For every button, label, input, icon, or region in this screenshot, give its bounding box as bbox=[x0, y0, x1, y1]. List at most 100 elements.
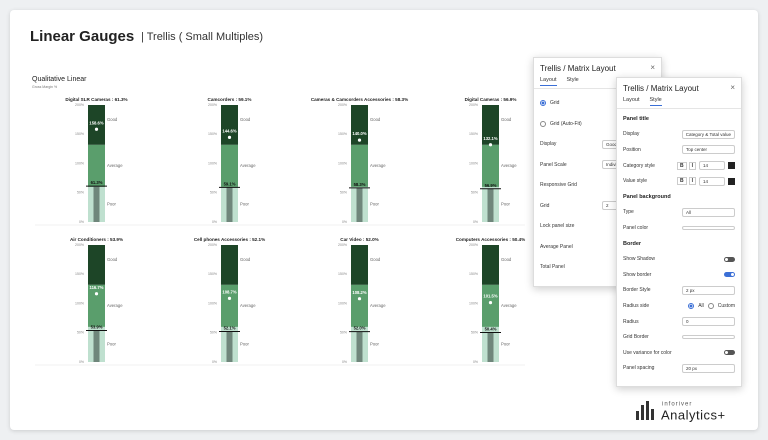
italic-button[interactable]: I bbox=[688, 177, 696, 186]
band bbox=[221, 284, 238, 327]
band bbox=[482, 284, 499, 327]
dropdown[interactable]: 0 bbox=[682, 317, 735, 327]
band-label: Good bbox=[240, 117, 251, 122]
marker bbox=[357, 297, 362, 301]
tick-label: 50% bbox=[471, 331, 478, 335]
gauge-title: Digital Cameras : 56.9% bbox=[465, 97, 517, 102]
dropdown[interactable]: All bbox=[682, 207, 735, 217]
tick-label: 0% bbox=[473, 220, 478, 224]
color-swatch[interactable] bbox=[728, 177, 735, 185]
band-label: Average bbox=[370, 163, 386, 168]
color-picker[interactable] bbox=[682, 335, 735, 340]
band bbox=[351, 144, 368, 187]
chart-title: Qualitative Linear bbox=[32, 76, 87, 83]
setting-label: Grid (Auto-Fit) bbox=[550, 120, 582, 127]
bold-button[interactable]: B bbox=[676, 177, 687, 186]
tick-label: 200% bbox=[469, 103, 478, 107]
close-button[interactable]: × bbox=[730, 83, 735, 92]
band-label: Poor bbox=[240, 202, 249, 207]
value-label: 56.9% bbox=[485, 183, 497, 188]
tick-label: 100% bbox=[338, 301, 347, 305]
setting-row: Panel title bbox=[617, 111, 741, 127]
setting-label: Panel background bbox=[623, 193, 671, 200]
marker-label: 108.7% bbox=[222, 290, 236, 295]
band-label: Good bbox=[107, 257, 118, 262]
tick-label: 150% bbox=[75, 272, 84, 276]
tick-label: 200% bbox=[469, 243, 478, 247]
tick-label: 100% bbox=[75, 301, 84, 305]
color-picker[interactable] bbox=[682, 225, 735, 230]
tick-label: 0% bbox=[212, 360, 217, 364]
color-swatch[interactable] bbox=[728, 162, 735, 170]
value-bar bbox=[93, 330, 100, 362]
setting-row: Panel background bbox=[617, 189, 741, 205]
setting-label: Grid bbox=[540, 202, 550, 209]
band bbox=[482, 245, 499, 285]
radio[interactable] bbox=[540, 120, 546, 127]
marker bbox=[227, 296, 232, 301]
dropdown[interactable]: Top center bbox=[682, 145, 735, 155]
value-label: 53.9% bbox=[91, 325, 103, 330]
close-button[interactable]: × bbox=[650, 63, 655, 72]
dropdown[interactable]: 2 px bbox=[682, 285, 735, 295]
band bbox=[88, 284, 105, 327]
value-bar bbox=[356, 187, 363, 222]
band-label: Average bbox=[240, 303, 256, 308]
tab[interactable]: Layout bbox=[540, 77, 557, 86]
band-label: Poor bbox=[240, 342, 249, 347]
tab-bar: Layout Style bbox=[534, 75, 661, 89]
logo-product: Analytics+ bbox=[661, 407, 726, 422]
dropdown[interactable]: Category & Total value bbox=[681, 129, 735, 139]
toggle[interactable] bbox=[724, 256, 735, 262]
marker-label: 116.7% bbox=[90, 285, 104, 290]
radio[interactable] bbox=[540, 100, 546, 107]
toggle[interactable] bbox=[724, 272, 735, 278]
setting-label: Border Style bbox=[623, 287, 651, 294]
radio[interactable] bbox=[688, 302, 695, 309]
band-label: Poor bbox=[501, 342, 510, 347]
tab[interactable]: Layout bbox=[623, 97, 640, 103]
italic-button[interactable]: I bbox=[688, 161, 696, 170]
tab[interactable]: Style bbox=[649, 97, 662, 106]
setting-label: Grid Border bbox=[623, 334, 649, 341]
tab[interactable]: Style bbox=[566, 77, 579, 83]
band bbox=[482, 105, 499, 145]
setting-row: Category style B I 14 bbox=[617, 158, 741, 174]
marker bbox=[227, 135, 232, 140]
setting-label: Grid bbox=[550, 100, 560, 107]
setting-label: Total Panel bbox=[540, 264, 565, 271]
tick-label: 200% bbox=[338, 103, 347, 107]
bold-button[interactable]: B bbox=[676, 161, 687, 170]
marker bbox=[94, 127, 99, 131]
band-label: Average bbox=[240, 163, 256, 168]
setting-row: Show border bbox=[617, 267, 741, 283]
tick-label: 0% bbox=[342, 360, 347, 364]
setting-row: Show Shadow bbox=[617, 251, 741, 267]
band bbox=[482, 144, 499, 187]
value-label: 59.1% bbox=[224, 182, 236, 187]
tick-label: 150% bbox=[469, 132, 478, 136]
settings-panel: Trellis / Matrix Layout × Layout Style Panel… bbox=[616, 77, 742, 387]
setting-label: Panel color bbox=[623, 224, 649, 231]
font-size[interactable]: 14 bbox=[699, 161, 725, 171]
marker bbox=[94, 292, 99, 296]
page-title: Linear Gauges bbox=[30, 28, 134, 45]
band-label: Poor bbox=[501, 202, 510, 207]
setting-row: Display Category & Total value bbox=[617, 127, 741, 143]
radio[interactable] bbox=[707, 302, 714, 309]
setting-label: Type bbox=[623, 209, 634, 216]
setting-label: Responsive Grid bbox=[540, 182, 577, 189]
setting-label: Position bbox=[623, 146, 641, 153]
marker-label: 108.2% bbox=[352, 290, 366, 295]
gauge-title: Cameras & Camcorders Accessories : 58.3% bbox=[311, 97, 408, 102]
dropdown[interactable]: 20 px bbox=[682, 363, 735, 373]
setting-label: Display bbox=[623, 131, 640, 138]
toggle[interactable] bbox=[724, 350, 735, 356]
band-label: Poor bbox=[370, 342, 379, 347]
logo-icon bbox=[636, 401, 654, 420]
tab-bar: Layout Style bbox=[617, 95, 741, 109]
setting-row: Grid (Auto-Fit) bbox=[534, 114, 661, 135]
font-size[interactable]: 14 bbox=[699, 176, 725, 186]
